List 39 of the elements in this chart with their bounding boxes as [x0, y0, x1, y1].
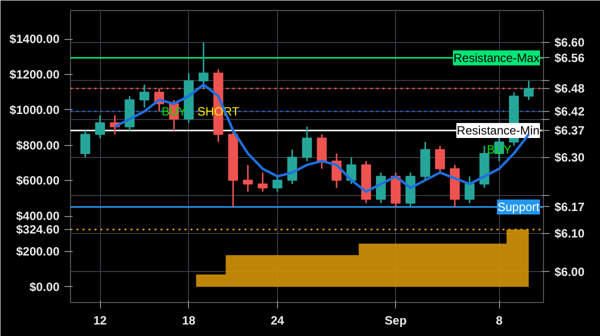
y-tick-label: $6.37 — [554, 124, 585, 138]
y2-tick-label: $1400.00 — [9, 32, 60, 46]
ref-line-label: Resistance-Max — [453, 50, 540, 65]
candlestick — [272, 176, 282, 192]
candlestick — [242, 164, 253, 192]
candlestick — [258, 172, 268, 192]
y2-tick-label: $324.60 — [16, 222, 60, 236]
x-tick-label: 24 — [270, 314, 284, 328]
candlestick — [435, 145, 445, 174]
y-tick-label: $6.00 — [554, 264, 585, 279]
y2-tick-label: $1000.00 — [9, 102, 60, 117]
annotation: BUY — [162, 104, 186, 118]
ref-line-label: Support — [497, 200, 540, 214]
y2-tick-label: $400.00 — [16, 209, 60, 224]
y2-tick-label: $1200.00 — [9, 68, 60, 82]
candlestick — [198, 42, 208, 90]
y-tick-label: $6.56 — [554, 50, 585, 65]
candlestick — [95, 114, 105, 139]
candlestick — [524, 80, 534, 101]
y2-tick-label: $0.00 — [29, 280, 60, 294]
y2-tick-label: $800.00 — [16, 138, 60, 152]
candlestick — [302, 126, 312, 162]
candlestick — [139, 84, 150, 108]
y-tick-label: $6.17 — [554, 200, 585, 214]
y-tick-label: $6.10 — [554, 226, 585, 241]
y-tick-label: $6.60 — [554, 36, 585, 50]
candlestick — [464, 176, 475, 204]
candlestick — [80, 130, 90, 158]
y-tick-label: $6.48 — [554, 81, 585, 96]
y-tick-label: $6.30 — [554, 150, 585, 164]
y2-tick-label: $600.00 — [16, 174, 60, 188]
candlestick — [316, 134, 327, 170]
x-tick-label: 8 — [496, 314, 503, 328]
x-tick-label: 18 — [182, 314, 196, 328]
ref-line-label: Resistance-Min — [456, 124, 540, 138]
x-tick-label: 12 — [93, 314, 108, 328]
y2-tick-label: $200.00 — [16, 244, 60, 259]
y-tick-label: $6.42 — [554, 104, 585, 118]
x-tick-label: Sep — [384, 314, 407, 328]
